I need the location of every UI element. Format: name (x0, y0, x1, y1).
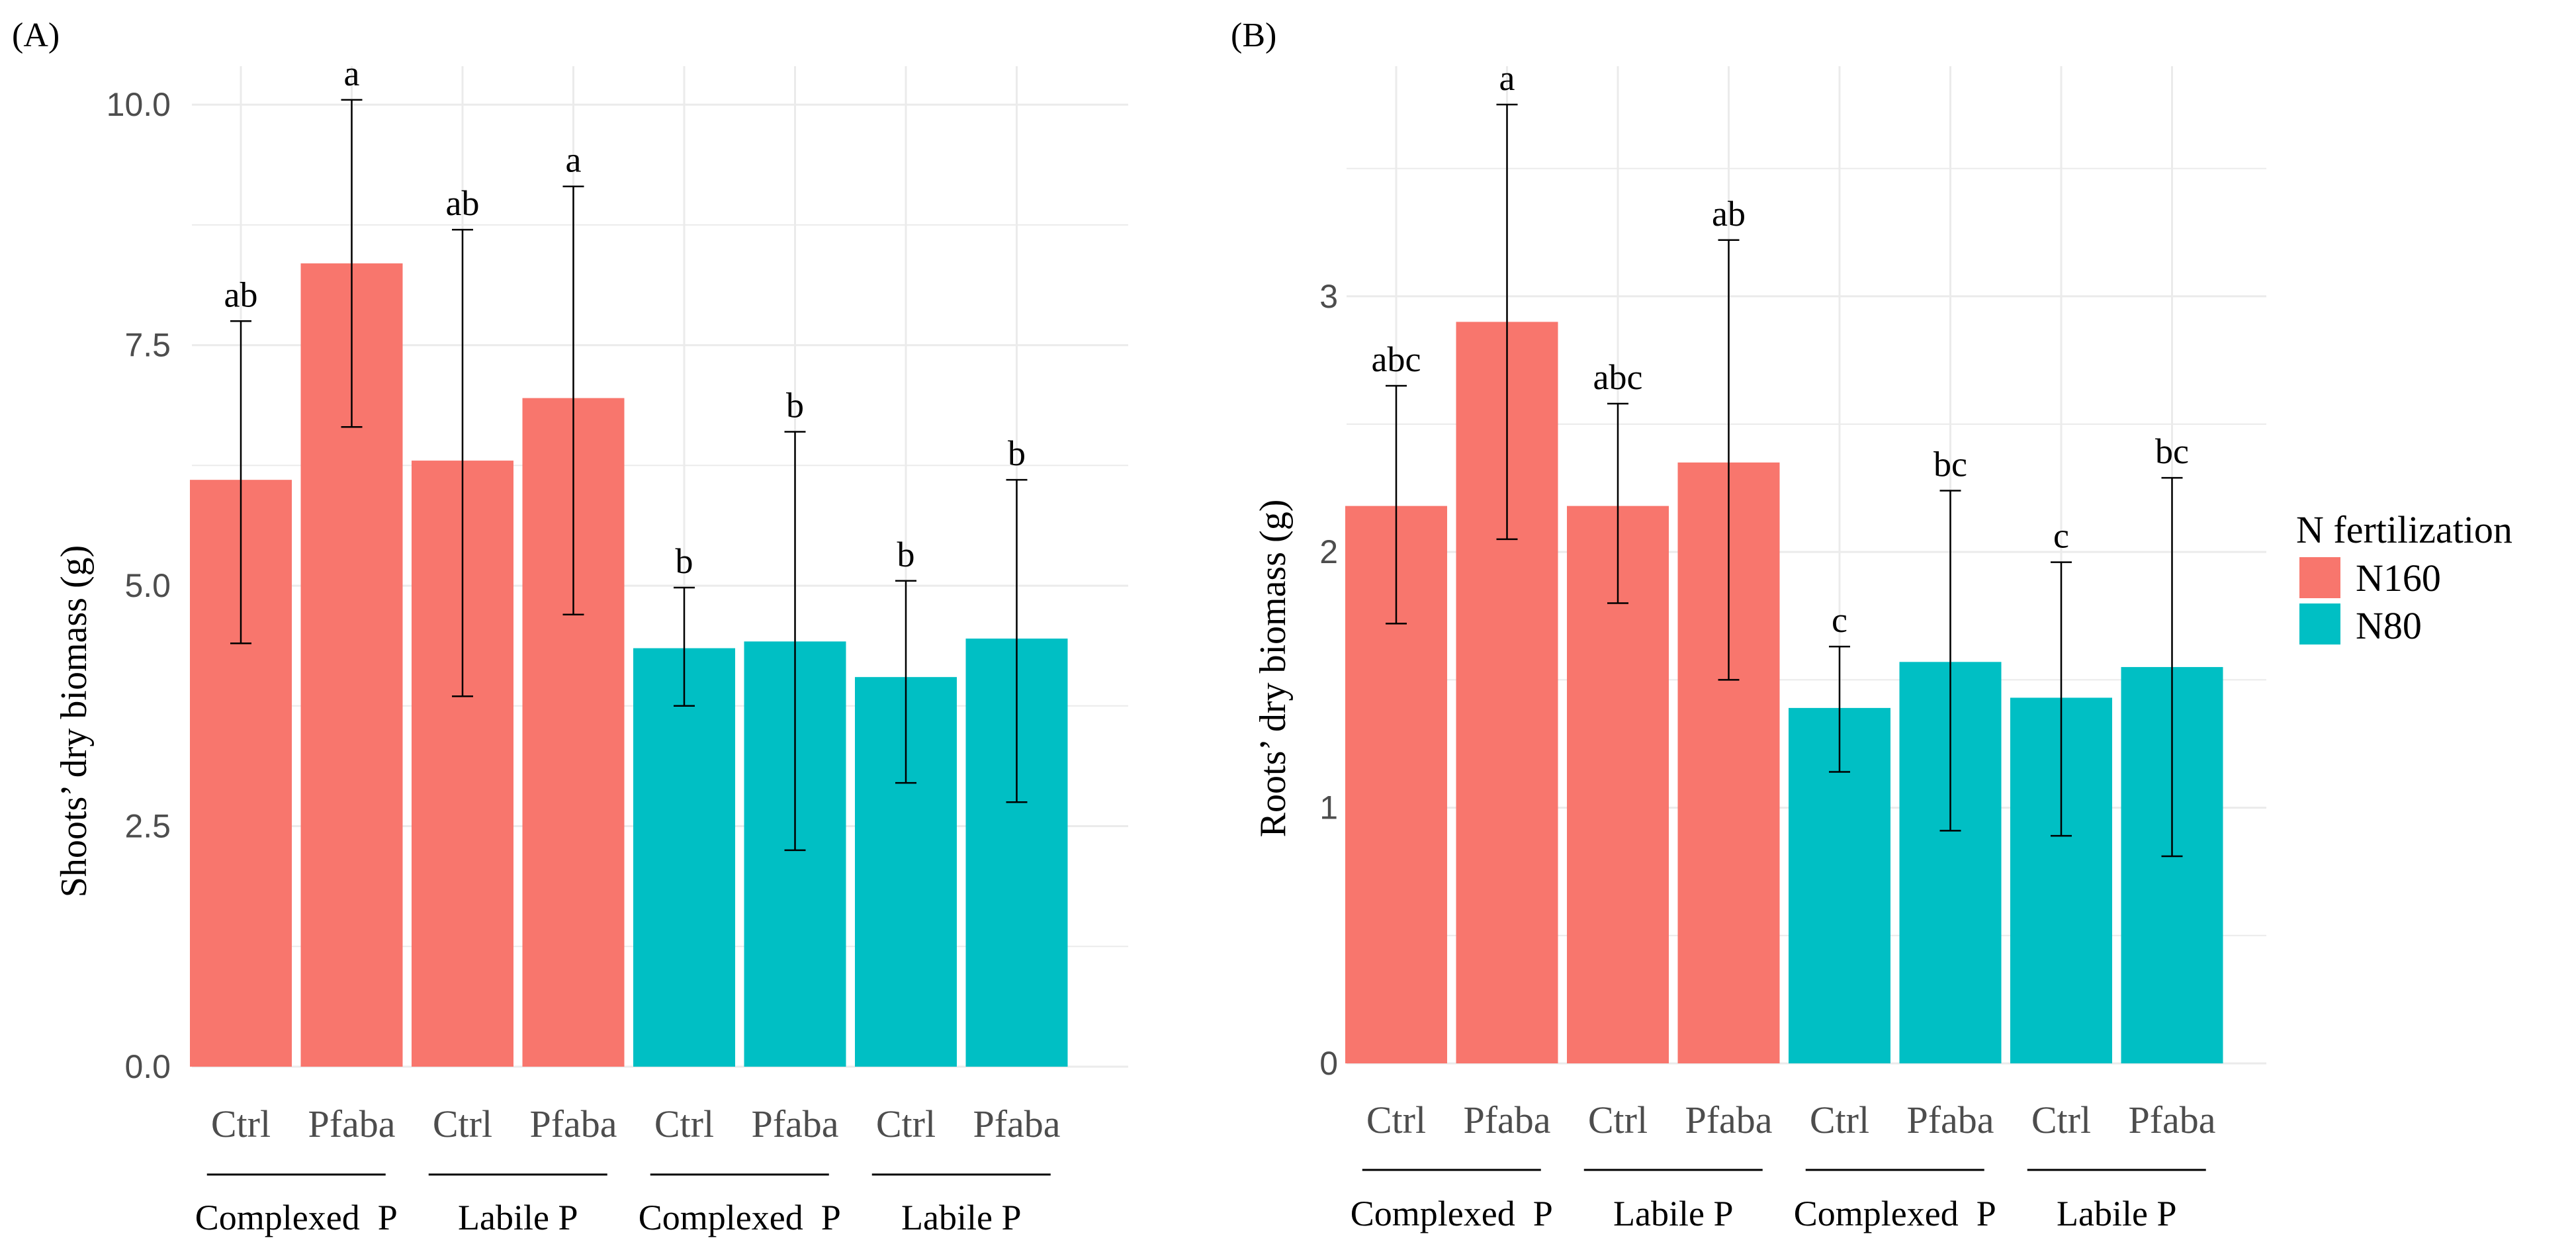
significance-letter: b (897, 535, 915, 574)
error-bar (230, 320, 251, 645)
panel-b-y-tick-labels: 0 1 2 3 (1319, 278, 1338, 1082)
y-tick-label: 0.0 (124, 1048, 171, 1085)
panel-b-x-tick-labels: Ctrl Pfaba Ctrl Pfaba Ctrl Pfaba Ctrl Pfaba (1366, 1098, 2216, 1141)
error-bar (1006, 478, 1028, 803)
panel-a-y-tick-labels: 0.0 2.5 5.0 7.5 10.0 (107, 86, 171, 1085)
significance-letter: a (1499, 58, 1515, 98)
error-bar (674, 586, 695, 707)
error-bar (341, 99, 363, 428)
group-label: Complexed P (1794, 1194, 1996, 1233)
panel-a-bars (190, 263, 1068, 1067)
x-tick-label: Pfaba (1906, 1098, 1994, 1141)
error-bar (1386, 384, 1407, 625)
x-tick-label: Pfaba (2128, 1098, 2215, 1141)
error-bar (2051, 561, 2072, 837)
legend: N fertilization N160 N80 (2296, 508, 2512, 647)
x-tick-label: Ctrl (2031, 1098, 2091, 1141)
y-tick-label: 2.5 (124, 808, 171, 845)
significance-letter: a (566, 140, 582, 180)
group-label: Complexed P (1351, 1194, 1553, 1233)
legend-label-n80: N80 (2356, 604, 2422, 647)
group-label: Labile P (2057, 1194, 2176, 1233)
panel-b-bars (1345, 322, 2223, 1063)
x-tick-label: Pfaba (973, 1102, 1060, 1145)
x-tick-label: Ctrl (1810, 1098, 1869, 1141)
panel-a-error-bars (230, 99, 1028, 852)
x-tick-label: Pfaba (1685, 1098, 1772, 1141)
x-tick-label: Ctrl (211, 1102, 271, 1145)
error-bar (2161, 476, 2183, 858)
error-bar (562, 185, 584, 615)
y-tick-label: 2 (1319, 533, 1338, 570)
y-tick-label: 3 (1319, 278, 1338, 315)
significance-letter: abc (1593, 357, 1643, 397)
significance-letter: abc (1372, 339, 1421, 379)
y-tick-label: 10.0 (107, 86, 171, 123)
error-bar (1718, 239, 1740, 681)
x-tick-label: Ctrl (1366, 1098, 1426, 1141)
y-tick-label: 1 (1319, 789, 1338, 826)
legend-label-n160: N160 (2356, 556, 2441, 600)
panel-a-x-tick-labels: Ctrl Pfaba Ctrl Pfaba Ctrl Pfaba Ctrl Pfaba (211, 1102, 1061, 1145)
significance-letter: bc (2155, 431, 2189, 471)
legend-title: N fertilization (2296, 508, 2512, 551)
error-bar (1496, 103, 1518, 541)
y-tick-label: 5.0 (124, 567, 171, 604)
significance-letter: b (786, 385, 804, 425)
x-tick-label: Ctrl (876, 1102, 936, 1145)
error-bar (1829, 645, 1850, 773)
significance-letter: a (344, 54, 360, 93)
x-tick-label: Ctrl (1588, 1098, 1648, 1141)
panel-b-y-axis-title: Roots’ dry biomass (g) (1253, 500, 1294, 838)
x-tick-label: Pfaba (1463, 1098, 1550, 1141)
panel-a-y-axis-title: Shoots’ dry biomass (g) (54, 545, 95, 898)
legend-swatch-n160 (2299, 557, 2340, 598)
significance-letter: b (676, 541, 693, 581)
significance-letter: ab (446, 183, 480, 223)
group-label: Labile P (901, 1198, 1021, 1237)
significance-letter: ab (1712, 194, 1746, 234)
error-bar (895, 580, 916, 784)
y-tick-label: 0 (1319, 1045, 1338, 1082)
panel-b-error-bars (1386, 103, 2183, 858)
x-tick-label: Pfaba (751, 1102, 838, 1145)
error-bar (784, 431, 806, 852)
x-tick-label: Ctrl (654, 1102, 714, 1145)
significance-letter: c (1832, 600, 1847, 640)
group-label: Complexed P (195, 1198, 398, 1237)
error-bar (452, 228, 473, 697)
legend-swatch-n80 (2299, 603, 2340, 645)
error-bar (1607, 402, 1628, 604)
panel-b-group-labels: Complexed P Labile P Complexed P Labile P (1351, 1169, 2206, 1233)
group-label: Labile P (458, 1198, 578, 1237)
bar (633, 648, 735, 1067)
panel-a-label: (A) (12, 17, 60, 54)
group-label: Complexed P (639, 1198, 841, 1237)
significance-letter: bc (1933, 444, 1967, 484)
panel-a-group-labels: Complexed P Labile P Complexed P Labile P (195, 1173, 1051, 1237)
panel-b-label: (B) (1231, 17, 1276, 54)
error-bar (1939, 490, 1961, 832)
x-tick-label: Pfaba (308, 1102, 395, 1145)
x-tick-label: Pfaba (529, 1102, 617, 1145)
group-label: Labile P (1613, 1194, 1733, 1233)
significance-letter: b (1008, 433, 1026, 473)
x-tick-label: Ctrl (433, 1102, 492, 1145)
y-tick-label: 7.5 (124, 327, 171, 364)
significance-letter: ab (224, 275, 258, 314)
significance-letter: c (2053, 516, 2069, 556)
